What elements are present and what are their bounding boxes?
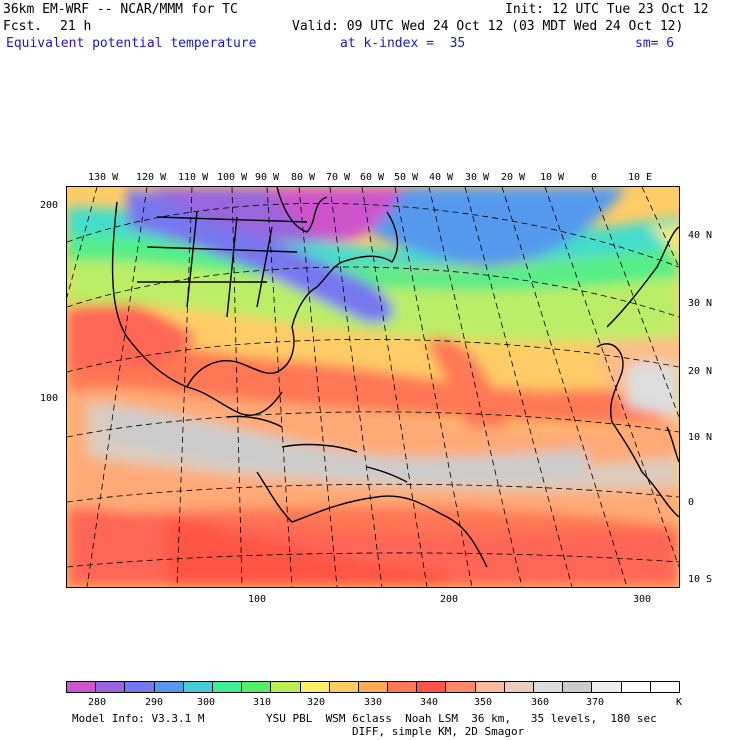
- init-time: Init: 12 UTC Tue 23 Oct 12: [505, 2, 709, 17]
- colorbar-segment: [650, 682, 679, 692]
- colorbar-segment: [329, 682, 359, 692]
- coastlines: [111, 187, 679, 568]
- colorbar-segment: [154, 682, 184, 692]
- colorbar-segment: [534, 682, 564, 692]
- colorbar-label: 320: [307, 697, 326, 708]
- lon-label: 80 W: [291, 172, 316, 183]
- colorbar-segment: [96, 682, 126, 692]
- lat-label: 0: [688, 497, 695, 508]
- colorbar-segment: [125, 682, 155, 692]
- colorbar-segment: [446, 682, 476, 692]
- valid-time: Valid: 09 UTC Wed 24 Oct 12 (03 MDT Wed …: [292, 19, 684, 34]
- colorbar-segment: [417, 682, 447, 692]
- lat-label: 10 S: [688, 574, 713, 585]
- lon-label: 30 W: [465, 172, 490, 183]
- lon-label: 60 W: [360, 172, 385, 183]
- colorbar-label: 300: [197, 697, 216, 708]
- model-info: Model Info: V3.3.1 M: [72, 712, 205, 725]
- physics-info: YSU PBL WSM 6class Noah LSM 36 km, 35 le…: [266, 712, 657, 725]
- colorbar-segment: [388, 682, 418, 692]
- lon-label: 0: [591, 172, 598, 183]
- colorbar-segment: [242, 682, 272, 692]
- colorbar-label: 310: [253, 697, 272, 708]
- colorbar-label: 350: [474, 697, 493, 708]
- colorbar-segment: [358, 682, 389, 692]
- map-graphic: [67, 187, 679, 587]
- colorbar-label: 370: [586, 697, 605, 708]
- lat-label: 40 N: [688, 230, 713, 241]
- colorbar-segment: [475, 682, 505, 692]
- lon-label: 10 E: [628, 172, 653, 183]
- forecast-hours: 21 h: [60, 19, 92, 34]
- theta-e-map: [66, 186, 680, 588]
- graticule: [67, 187, 679, 587]
- colorbar-segment: [592, 682, 622, 692]
- colorbar-segment: [621, 682, 651, 692]
- colorbar-segment: [67, 682, 97, 692]
- level-index: at k-index = 35: [340, 36, 466, 51]
- x-axis-label: 100: [248, 594, 267, 605]
- lon-label: 110 W: [178, 172, 209, 183]
- forecast-label: Fcst.: [3, 19, 43, 34]
- colorbar-segment: [300, 682, 330, 692]
- colorbar-segment: [271, 682, 301, 692]
- lat-label: 30 N: [688, 298, 713, 309]
- y-axis-label: 100: [40, 393, 59, 404]
- colorbar-label: 340: [420, 697, 439, 708]
- lon-label: 120 W: [136, 172, 167, 183]
- lon-label: 70 W: [326, 172, 351, 183]
- y-axis-label: 200: [40, 200, 59, 211]
- colorbar-segment: [183, 682, 213, 692]
- lon-label: 40 W: [429, 172, 454, 183]
- x-axis-label: 300: [633, 594, 652, 605]
- lat-label: 10 N: [688, 432, 713, 443]
- lon-label: 10 W: [540, 172, 565, 183]
- colorbar-label: 330: [364, 697, 383, 708]
- lon-label: 90 W: [255, 172, 280, 183]
- temperature-field: [67, 187, 679, 587]
- field-name: Equivalent potential temperature: [6, 36, 257, 51]
- colorbar-label: 280: [88, 697, 107, 708]
- diffusion-info: DIFF, simple KM, 2D Smagor: [352, 725, 525, 738]
- colorbar-segment: [563, 682, 593, 692]
- colorbar-label: 360: [531, 697, 550, 708]
- lon-label: 130 W: [88, 172, 119, 183]
- model-title: 36km EM-WRF -- NCAR/MMM for TC: [3, 2, 238, 17]
- smoothing: sm= 6: [635, 36, 675, 51]
- lon-label: 50 W: [394, 172, 419, 183]
- lon-label: 20 W: [501, 172, 526, 183]
- colorbar-unit: K: [676, 697, 683, 708]
- colorbar-segment: [212, 682, 243, 692]
- colorbar-label: 290: [145, 697, 164, 708]
- color-bar: [66, 681, 680, 693]
- lon-label: 100 W: [217, 172, 248, 183]
- lat-label: 20 N: [688, 366, 713, 377]
- colorbar-segment: [504, 682, 534, 692]
- x-axis-label: 200: [440, 594, 459, 605]
